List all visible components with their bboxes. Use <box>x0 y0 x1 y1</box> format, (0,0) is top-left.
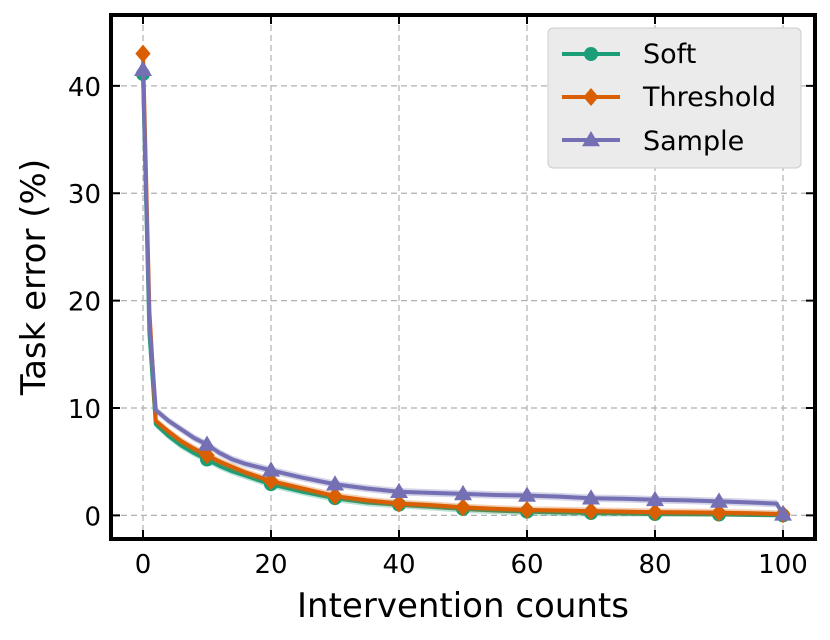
marker-threshold <box>711 503 727 522</box>
ticks <box>111 15 815 539</box>
x-axis-label: Intervention counts <box>297 586 629 626</box>
series-sample <box>134 60 792 521</box>
legend-box <box>547 27 802 169</box>
marker-sample <box>646 490 664 507</box>
marker-sample <box>390 482 408 499</box>
marker-sample <box>710 492 728 508</box>
line-sample <box>141 69 785 516</box>
tick-labels: 0 20 40 60 80 100 0 10 20 30 40 <box>68 73 808 580</box>
legend: Soft Threshold Sample <box>547 27 802 169</box>
marker-threshold <box>519 501 535 520</box>
marker-sample <box>774 505 792 521</box>
marker-sample <box>326 475 344 491</box>
legend-marker-sample <box>582 131 600 147</box>
marker-sample <box>518 486 536 502</box>
marker-sample <box>262 461 280 477</box>
y-tick-label: 10 <box>68 395 101 425</box>
line-threshold <box>141 53 784 517</box>
marker-sample <box>454 484 472 501</box>
marker-threshold <box>263 472 279 491</box>
x-tick-label: 0 <box>135 550 152 580</box>
x-tick-label: 40 <box>382 550 415 580</box>
x-tick-label: 100 <box>758 550 808 580</box>
marker-sample <box>134 60 152 77</box>
marker-threshold <box>455 498 471 517</box>
x-tick-label: 80 <box>638 550 671 580</box>
marker-sample <box>582 489 600 505</box>
plot-frame <box>109 13 817 541</box>
y-tick-label: 30 <box>68 180 101 210</box>
legend-label-threshold: Threshold <box>642 82 776 113</box>
y-axis-label: Task error (%) <box>14 159 54 396</box>
marker-threshold <box>135 44 151 63</box>
legend-marker-threshold <box>583 88 599 106</box>
marker-threshold <box>391 494 407 513</box>
legend-label-sample: Sample <box>643 126 744 157</box>
y-tick-label: 20 <box>68 288 101 318</box>
marker-threshold <box>327 487 343 506</box>
x-tick-label: 20 <box>254 550 287 580</box>
series-layer <box>134 44 792 524</box>
marker-threshold <box>583 502 599 521</box>
y-tick-label: 40 <box>68 73 101 103</box>
marker-sample <box>198 435 216 451</box>
legend-label-soft: Soft <box>643 39 696 70</box>
legend-marker-soft <box>584 47 598 61</box>
marker-threshold <box>647 503 663 522</box>
y-tick-label: 0 <box>84 502 101 532</box>
x-tick-label: 60 <box>510 550 543 580</box>
